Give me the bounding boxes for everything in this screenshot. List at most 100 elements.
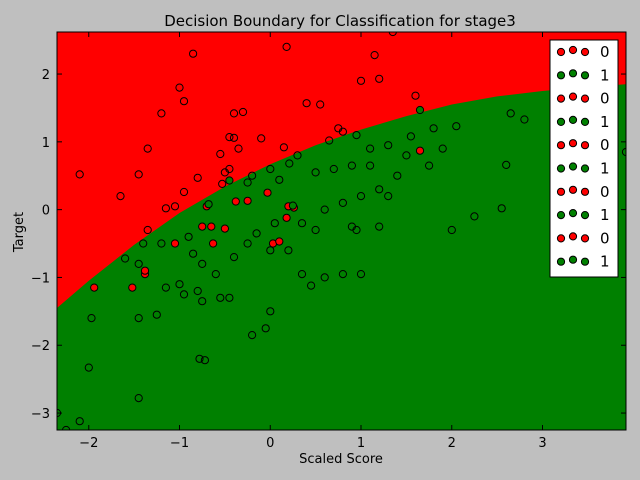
- data-point-outline-34: [366, 144, 375, 153]
- data-point-outline-38: [293, 151, 302, 160]
- data-point-outline-52: [229, 253, 239, 262]
- data-point-outline-7: [179, 97, 189, 106]
- data-point-outline-98: [438, 144, 447, 153]
- data-point-outline-44: [161, 204, 170, 213]
- data-point-class-1-8: [134, 259, 143, 268]
- legend-marker-1-1: [568, 69, 578, 78]
- legend-marker-8-1: [568, 232, 578, 241]
- data-point-outline-4: [143, 144, 152, 153]
- legend-marker-5-0: [556, 164, 566, 173]
- data-point-outline-33: [384, 141, 393, 150]
- data-point-outline-11: [225, 133, 234, 142]
- data-point-class-0-19: [415, 146, 425, 155]
- legend-label-8: 0: [600, 229, 610, 247]
- data-point-outline-13: [216, 149, 225, 159]
- data-point-class-0-10: [218, 179, 227, 188]
- y-tick-label: 0: [42, 204, 50, 219]
- data-point-outline-67: [338, 270, 347, 279]
- data-point-outline-41: [193, 173, 202, 182]
- data-point-outline-72: [261, 324, 270, 333]
- legend-marker-4-2: [580, 141, 590, 150]
- legend-marker-9-2: [580, 257, 590, 266]
- legend-marker-7-1: [568, 209, 578, 218]
- y-tick-label: 1: [42, 136, 50, 151]
- legend-marker-5-1: [568, 162, 578, 171]
- data-point-outline-58: [297, 219, 307, 228]
- data-point-class-1-2: [204, 200, 213, 209]
- data-point-outline-37: [311, 168, 320, 177]
- legend-label-3: 1: [600, 113, 610, 131]
- data-point-outline-8: [189, 49, 198, 58]
- data-point-outline-9: [229, 109, 239, 118]
- data-point-outline-104: [366, 161, 375, 170]
- legend-marker-0-0: [556, 47, 566, 57]
- data-point-outline-91: [447, 225, 456, 235]
- region-class-0: [57, 32, 626, 308]
- y-tick-label: −3: [31, 407, 50, 422]
- data-point-outline-45: [143, 225, 152, 235]
- data-point-outline-69: [297, 270, 307, 279]
- data-point-outline-59: [311, 225, 320, 235]
- data-point-outline-20: [302, 99, 311, 108]
- data-point-outline-55: [270, 219, 279, 228]
- data-point-outline-19: [282, 42, 291, 52]
- data-point-outline-17: [257, 134, 266, 143]
- data-point-outline-43: [170, 202, 180, 211]
- data-point-outline-2: [121, 254, 130, 263]
- data-point-class-0-5: [198, 222, 207, 231]
- x-tick-label: 2: [448, 436, 456, 451]
- data-point-outline-93: [497, 204, 506, 213]
- legend-label-5: 1: [600, 160, 610, 178]
- data-point-class-0-16: [282, 213, 291, 222]
- data-point-class-1-4: [275, 175, 284, 184]
- data-point-class-0-7: [209, 239, 218, 248]
- data-point-outline-66: [356, 270, 366, 279]
- data-point-class-1-6: [352, 131, 361, 140]
- x-tick-label: 3: [538, 436, 546, 451]
- x-tick-label: 1: [357, 436, 365, 451]
- legend: 0 1 0 1 0 1 0 1 0 1: [549, 39, 619, 278]
- legend-marker-0-2: [580, 47, 590, 57]
- data-point-outline-82: [134, 314, 143, 323]
- legend-label-4: 0: [600, 136, 610, 154]
- y-axis-label: Target: [12, 212, 27, 253]
- data-point-outline-35: [347, 161, 356, 170]
- y-tick-label: 2: [42, 68, 50, 83]
- legend-marker-7-0: [556, 211, 566, 220]
- data-point-outline-42: [179, 187, 189, 197]
- data-point-outline-32: [452, 122, 461, 131]
- data-point-outline-85: [84, 363, 93, 372]
- data-point-outline-39: [266, 164, 275, 174]
- data-point-outline-1: [116, 192, 125, 201]
- data-point-outline-49: [189, 249, 198, 258]
- data-point-class-0-4: [170, 239, 180, 248]
- legend-marker-6-0: [556, 187, 566, 196]
- data-point-outline-68: [320, 273, 329, 282]
- data-point-outline-12: [229, 133, 239, 142]
- legend-marker-6-2: [580, 187, 590, 196]
- y-tick-label: −1: [31, 271, 50, 286]
- data-point-outline-21: [316, 100, 325, 109]
- legend-marker-3-2: [580, 117, 590, 127]
- data-point-outline-78: [179, 290, 189, 299]
- data-point-outline-0: [75, 170, 84, 179]
- data-point-outline-18: [279, 143, 288, 152]
- legend-marker-2-1: [568, 92, 578, 101]
- data-point-class-0-8: [220, 224, 229, 233]
- data-point-outline-40: [248, 171, 257, 180]
- legend-label-9: 1: [600, 253, 610, 271]
- legend-marker-2-0: [556, 94, 566, 103]
- legend-marker-6-1: [568, 185, 578, 194]
- data-point-outline-77: [193, 286, 202, 296]
- legend-label-1: 1: [600, 66, 610, 84]
- data-point-class-1-1: [288, 201, 297, 210]
- data-point-outline-27: [375, 74, 384, 83]
- data-point-class-0-15: [275, 237, 284, 246]
- legend-marker-2-2: [580, 94, 590, 103]
- data-point-outline-71: [266, 307, 275, 316]
- plot-frame: [56, 31, 627, 431]
- data-point-class-0-12: [243, 196, 252, 205]
- chart-title: Decision Boundary for Classification for…: [164, 12, 516, 30]
- data-point-outline-62: [356, 192, 366, 201]
